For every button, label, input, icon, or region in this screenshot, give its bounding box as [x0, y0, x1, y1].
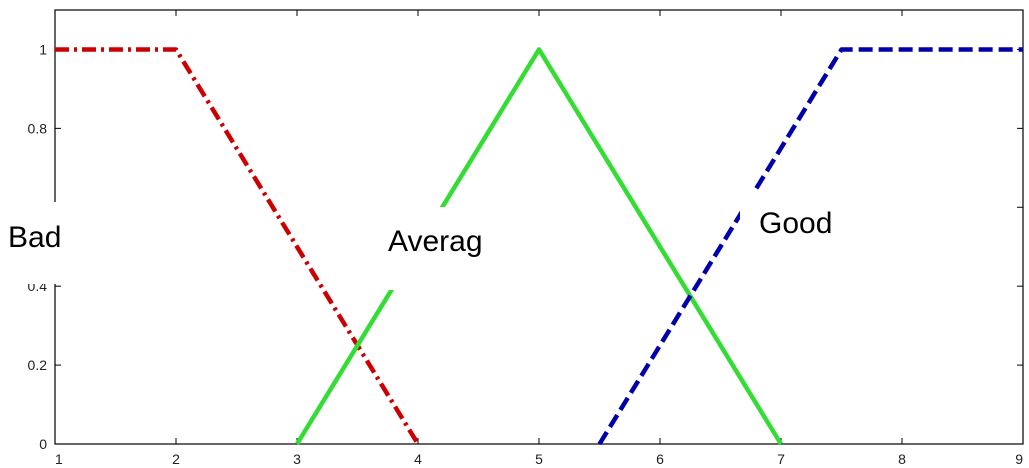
- series-line-bad: [55, 47, 420, 446]
- label-averag-text: Averag: [388, 225, 483, 258]
- label-bad: Bad: [0, 202, 252, 284]
- y-tick-label: 0: [39, 436, 47, 452]
- series-line-good: [597, 47, 1023, 446]
- label-bad-background: [0, 202, 252, 284]
- x-tick-label: 4: [414, 451, 422, 467]
- label-averag: Averag: [358, 207, 520, 290]
- label-averag-background: [358, 207, 520, 290]
- y-tick-label: 0.8: [28, 120, 48, 136]
- x-tick-label: 3: [293, 451, 301, 467]
- label-good-background: [740, 190, 852, 250]
- label-bad-text: Bad: [8, 221, 61, 254]
- y-tick-label: 1: [39, 41, 47, 57]
- x-tick-label: 9: [1015, 451, 1023, 467]
- x-tick-label: 2: [172, 451, 180, 467]
- series-layer: [55, 47, 1023, 446]
- label-good: Good: [740, 190, 852, 250]
- x-tick-label: 1: [55, 451, 63, 467]
- label-good-text: Good: [759, 207, 832, 240]
- x-tick-label: 5: [535, 451, 543, 467]
- series-line-averag: [295, 47, 783, 446]
- x-tick-label: 7: [777, 451, 785, 467]
- y-tick-label: 0.2: [28, 357, 48, 373]
- x-tick-label: 8: [898, 451, 906, 467]
- x-tick-label: 6: [656, 451, 664, 467]
